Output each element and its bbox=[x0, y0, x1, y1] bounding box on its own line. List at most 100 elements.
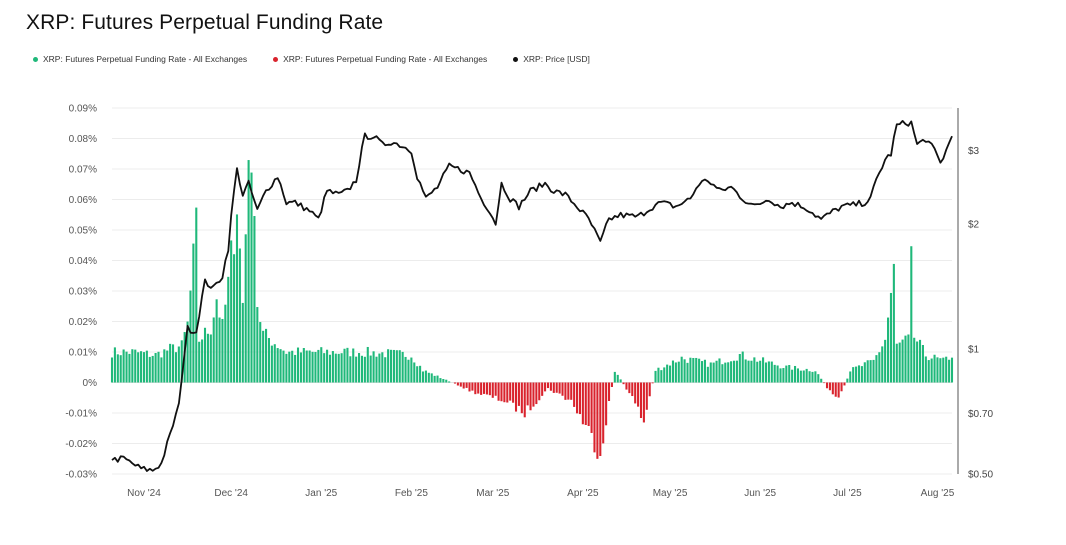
funding-bar-positive bbox=[320, 347, 323, 383]
funding-bar-positive bbox=[302, 348, 305, 383]
y-left-tick-label: -0.01% bbox=[65, 409, 97, 420]
funding-bar-negative bbox=[462, 382, 465, 389]
funding-bar-positive bbox=[288, 351, 291, 383]
funding-bar-positive bbox=[375, 356, 378, 383]
funding-bar-negative bbox=[517, 382, 520, 406]
funding-bar-positive bbox=[169, 343, 172, 383]
funding-bar-positive bbox=[907, 334, 910, 383]
chart-legend: XRP: Futures Perpetual Funding Rate - Al… bbox=[33, 54, 590, 64]
funding-bar-negative bbox=[526, 382, 529, 406]
y-right-tick-label: $2 bbox=[968, 219, 980, 230]
funding-bar-positive bbox=[401, 351, 404, 383]
funding-bar-positive bbox=[224, 304, 227, 383]
funding-bar-negative bbox=[552, 382, 555, 393]
funding-bar-negative bbox=[578, 382, 581, 415]
y-left-tick-label: 0.04% bbox=[69, 256, 97, 267]
funding-bar-positive bbox=[372, 351, 375, 383]
legend-item-positive-funding[interactable]: XRP: Futures Perpetual Funding Rate - Al… bbox=[33, 54, 247, 64]
funding-bar-negative bbox=[625, 382, 628, 390]
funding-bar-negative bbox=[514, 382, 518, 412]
funding-bar-positive bbox=[296, 347, 300, 383]
funding-bar-positive bbox=[776, 365, 779, 383]
funding-bar-positive bbox=[378, 353, 381, 383]
y-left-tick-label: -0.02% bbox=[65, 439, 97, 450]
funding-bar-positive bbox=[424, 370, 427, 383]
y-left-tick-label: 0.05% bbox=[69, 226, 97, 237]
funding-bar-positive bbox=[137, 352, 140, 383]
funding-bar-negative bbox=[567, 382, 570, 400]
funding-bar-positive bbox=[657, 367, 660, 383]
funding-bar-positive bbox=[805, 368, 808, 383]
funding-bar-positive bbox=[703, 359, 706, 383]
funding-bar-negative bbox=[471, 382, 474, 391]
funding-bar-negative bbox=[584, 382, 587, 425]
funding-bar-positive bbox=[285, 353, 288, 383]
funding-bar-positive bbox=[131, 349, 134, 383]
funding-bar-negative bbox=[607, 382, 611, 401]
funding-bar-positive bbox=[712, 362, 715, 383]
funding-bar-positive bbox=[753, 357, 756, 383]
funding-bar-positive bbox=[448, 381, 451, 383]
funding-bar-positive bbox=[247, 160, 250, 383]
funding-bar-negative bbox=[828, 382, 831, 391]
funding-bar-positive bbox=[884, 339, 887, 383]
legend-item-negative-funding[interactable]: XRP: Futures Perpetual Funding Rate - Al… bbox=[273, 54, 487, 64]
funding-bar-positive bbox=[294, 354, 297, 383]
funding-bar-positive bbox=[849, 371, 852, 383]
funding-bar-positive bbox=[343, 348, 346, 383]
funding-bar-positive bbox=[174, 352, 177, 383]
funding-bar-positive bbox=[747, 360, 750, 383]
funding-bar-positive bbox=[419, 365, 422, 383]
funding-bar-positive bbox=[660, 370, 663, 383]
funding-bar-negative bbox=[509, 382, 512, 401]
funding-bar-negative bbox=[564, 382, 567, 400]
funding-bar-positive bbox=[340, 353, 343, 383]
funding-bar-positive bbox=[212, 317, 215, 383]
funding-bar-positive bbox=[145, 350, 148, 383]
funding-bar-positive bbox=[189, 290, 192, 383]
funding-bar-positive bbox=[392, 349, 395, 383]
funding-bar-negative bbox=[468, 382, 471, 392]
funding-bar-positive bbox=[384, 357, 387, 383]
funding-bar-positive bbox=[942, 357, 945, 383]
funding-bar-positive bbox=[869, 360, 872, 383]
y-right-tick-label: $1 bbox=[968, 344, 980, 355]
funding-bar-negative bbox=[631, 382, 634, 397]
funding-bar-negative bbox=[561, 382, 564, 396]
funding-bar-positive bbox=[718, 358, 721, 383]
funding-bar-positive bbox=[267, 338, 270, 383]
funding-bar-positive bbox=[852, 367, 855, 383]
funding-bar-positive bbox=[913, 337, 916, 383]
funding-bar-positive bbox=[692, 357, 695, 383]
funding-bar-negative bbox=[834, 382, 837, 397]
legend-dot-black-icon bbox=[513, 56, 519, 62]
funding-bar-negative bbox=[558, 382, 561, 394]
y-left-tick-label: 0.01% bbox=[69, 348, 97, 359]
funding-bar-positive bbox=[404, 356, 407, 383]
funding-bar-positive bbox=[171, 344, 175, 383]
funding-bar-negative bbox=[512, 382, 515, 403]
funding-bar-positive bbox=[427, 372, 430, 383]
funding-bar-positive bbox=[666, 364, 669, 383]
funding-bar-positive bbox=[814, 371, 817, 383]
funding-bar-positive bbox=[230, 240, 233, 383]
legend-item-price[interactable]: XRP: Price [USD] bbox=[513, 54, 590, 64]
y-left-tick-label: 0.06% bbox=[69, 195, 97, 206]
funding-bar-positive bbox=[363, 356, 366, 383]
funding-bar-negative bbox=[459, 382, 462, 387]
funding-bar-negative bbox=[593, 382, 596, 453]
funding-bar-positive bbox=[860, 366, 863, 383]
funding-bar-positive bbox=[887, 317, 890, 383]
funding-bar-positive bbox=[881, 346, 884, 383]
funding-bar-positive bbox=[866, 360, 869, 383]
funding-bar-positive bbox=[305, 350, 308, 383]
funding-bar-positive bbox=[238, 248, 241, 383]
price-series-line bbox=[111, 120, 953, 472]
funding-bar-positive bbox=[279, 349, 282, 383]
funding-bar-positive bbox=[706, 366, 709, 383]
funding-bar-positive bbox=[337, 353, 340, 383]
funding-bar-negative bbox=[494, 382, 497, 396]
funding-bar-negative bbox=[823, 382, 826, 384]
funding-bar-negative bbox=[535, 382, 538, 405]
funding-bar-negative bbox=[581, 382, 584, 425]
